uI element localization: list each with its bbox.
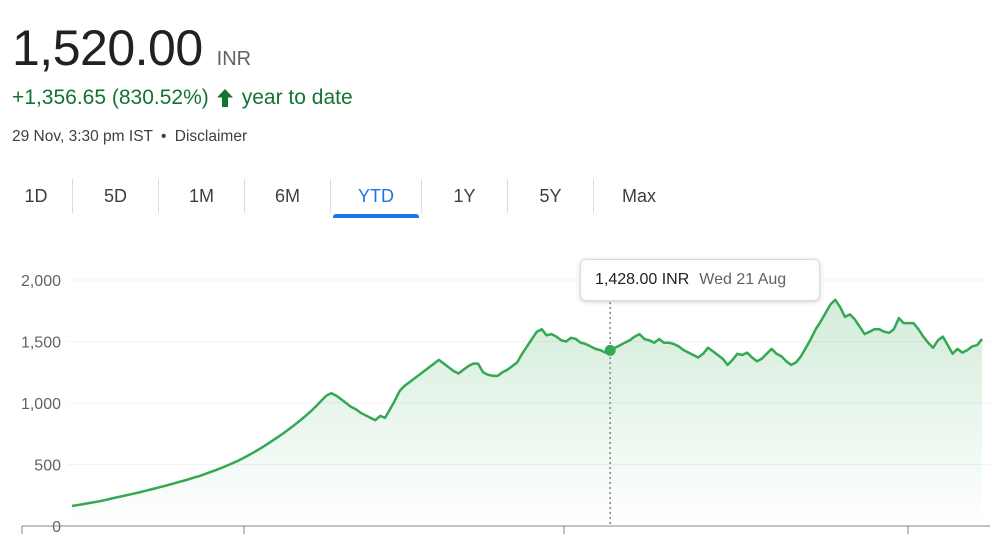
y-tick-label: 1,500 xyxy=(21,335,61,352)
price-row: 1,520.00 INR xyxy=(12,18,251,78)
y-tick-label: 500 xyxy=(34,458,61,475)
hover-tooltip: 1,428.00 INR Wed 21 Aug xyxy=(580,259,820,301)
range-divider xyxy=(421,179,422,213)
y-tick-label: 1,000 xyxy=(21,396,61,413)
range-divider xyxy=(330,179,331,213)
currency-label: INR xyxy=(216,48,252,70)
price-chart[interactable]: 0 500 1,000 1,500 2,000 xyxy=(0,230,996,538)
range-divider xyxy=(593,179,594,213)
range-divider xyxy=(158,179,159,213)
x-axis-ticks xyxy=(21,526,909,534)
separator: • xyxy=(161,128,167,145)
range-tabs: 1D 5D 1M 6M YTD 1Y 5Y Max xyxy=(0,176,684,218)
tooltip-value: 1,428.00 INR xyxy=(595,271,690,288)
range-tab-1d[interactable]: 1D xyxy=(24,185,48,206)
range-tab-1y[interactable]: 1Y xyxy=(453,185,476,206)
price-area xyxy=(72,299,982,526)
disclaimer-link[interactable]: Disclaimer xyxy=(174,128,248,145)
timestamp: 29 Nov, 3:30 pm IST xyxy=(12,128,153,145)
range-tab-5d[interactable]: 5D xyxy=(103,185,127,206)
y-tick-label: 2,000 xyxy=(21,273,61,290)
range-tab-ytd[interactable]: YTD xyxy=(331,176,421,218)
range-divider xyxy=(72,179,73,213)
change-value: +1,356.65 (830.52%) xyxy=(12,86,209,109)
hover-point xyxy=(604,344,616,356)
range-divider xyxy=(244,179,245,213)
timestamp-line: 29 Nov, 3:30 pm IST • Disclaimer xyxy=(12,128,247,146)
current-price: 1,520.00 xyxy=(12,20,203,76)
arrow-up-icon xyxy=(216,89,233,107)
y-tick-label: 0 xyxy=(52,519,61,536)
y-axis-labels: 0 500 1,000 1,500 2,000 xyxy=(21,273,61,536)
range-tab-5y[interactable]: 5Y xyxy=(539,185,562,206)
price-line xyxy=(71,298,983,508)
tooltip-date: Wed 21 Aug xyxy=(699,271,787,288)
range-tab-max[interactable]: Max xyxy=(621,185,656,206)
range-tab-1m[interactable]: 1M xyxy=(188,185,214,206)
range-tab-6m[interactable]: 6M xyxy=(274,185,300,206)
change-period: year to date xyxy=(241,86,353,109)
range-divider xyxy=(507,179,508,213)
price-change: +1,356.65 (830.52%) year to date xyxy=(12,85,353,111)
